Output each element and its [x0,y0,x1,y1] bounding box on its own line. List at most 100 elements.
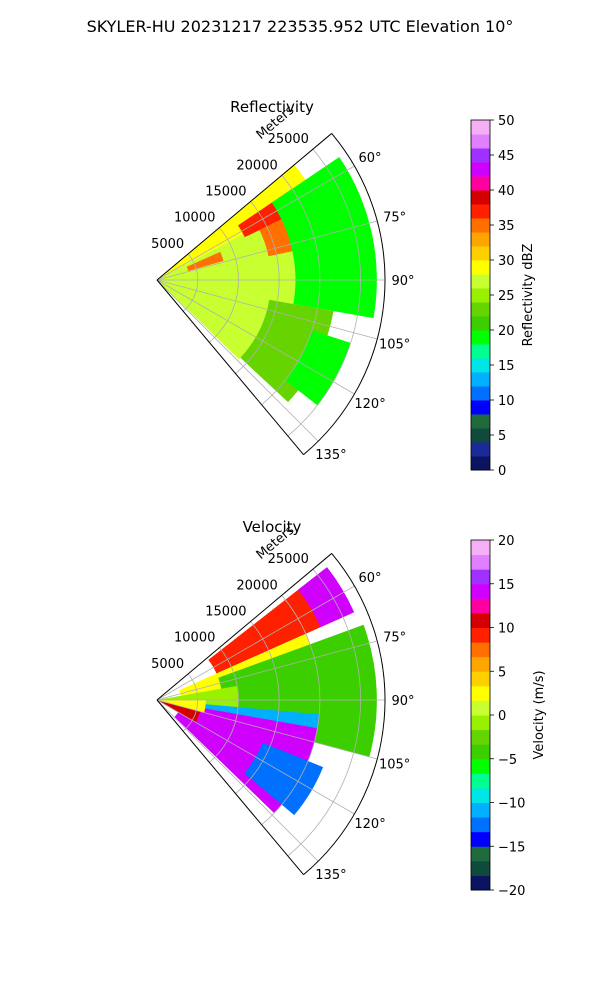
azimuth-spoke [156,220,378,281]
reflectivity-panel: Reflectivity500010000150002000025000Mete… [151,98,536,479]
axis-edge [156,699,304,875]
colorbar-swatch [471,204,490,219]
colorbar-swatch [471,860,490,876]
colorbar-tick-label: 45 [498,149,515,164]
panel-title: Reflectivity [230,98,314,116]
colorbar-tick-label: 10 [498,394,515,409]
colorbar-swatch [471,274,490,289]
range-ring [235,621,280,794]
colorbar-swatch [471,715,490,731]
colorbar-swatch [471,758,490,774]
data-region [157,164,316,280]
data-region [186,251,224,272]
colorbar-swatch [471,685,490,701]
azimuth-tick-label: 90° [391,694,414,709]
colorbar-swatch [471,642,490,658]
colorbar-swatch [471,656,490,672]
azimuth-tick-label: 90° [391,274,414,289]
colorbar-swatch [471,288,490,303]
colorbar-tick-label: 15 [498,578,515,593]
range-tick-label: 10000 [174,211,215,226]
data-region [271,157,377,319]
data-region [157,280,270,360]
colorbar-swatch [471,875,490,891]
colorbar-swatch [471,246,490,261]
colorbar-swatch [471,218,490,233]
data-region [244,742,324,816]
colorbar-swatch [471,787,490,803]
range-tick-label: 20000 [236,578,277,593]
range-tick-label: 20000 [236,158,277,173]
azimuth-tick-label: 75° [383,210,406,225]
azimuth-spoke [156,279,319,442]
colorbar-swatch [471,134,490,149]
colorbar-swatch [471,671,490,687]
colorbar-tick-label: 0 [498,709,506,724]
azimuth-tick-label: 135° [315,868,346,883]
colorbar-swatch [471,744,490,760]
colorbar-swatch [471,344,490,359]
axis-edge [156,279,304,455]
azimuth-spoke [156,279,378,340]
colorbar-swatch [471,372,490,387]
colorbar-tick-label: 15 [498,359,515,374]
data-region [285,330,351,406]
data-region [240,299,334,403]
colorbar-swatch [471,414,490,429]
colorbar-tick-label: 50 [498,114,515,129]
colorbar-swatch [471,120,490,135]
colorbar-swatch [471,569,490,585]
colorbar-tick-label: −15 [498,840,525,855]
colorbar-swatch [471,598,490,614]
colorbar-tick-label: 20 [498,534,515,549]
colorbar-swatch [471,846,490,862]
colorbar-swatch [471,554,490,570]
range-tick-label: 25000 [268,132,309,147]
colorbar-swatch [471,190,490,205]
azimuth-spoke [156,279,355,395]
data-region [298,567,355,628]
range-tick-label: 15000 [205,604,246,619]
figure-suptitle: SKYLER-HU 20231217 223535.952 UTC Elevat… [87,17,514,36]
colorbar-tick-label: 35 [498,219,515,234]
azimuth-tick-label: 60° [359,151,382,166]
data-region [157,700,201,723]
panel-title: Velocity [243,518,302,536]
azimuth-tick-label: 120° [354,397,385,412]
azimuth-spoke [156,165,355,281]
colorbar-swatch [471,330,490,345]
colorbar-swatch [471,162,490,177]
colorbar-swatch [471,358,490,373]
colorbar-swatch [471,400,490,415]
azimuth-tick-label: 60° [359,571,382,586]
colorbar-tick-label: 30 [498,254,515,269]
colorbar-tick-label: 0 [498,464,506,479]
azimuth-tick-label: 135° [315,448,346,463]
colorbar-swatch [471,817,490,833]
colorbar-swatch [471,700,490,716]
colorbar-swatch [471,802,490,818]
colorbar-swatch [471,176,490,191]
range-tick-label: 5000 [151,237,184,252]
colorbar-tick-label: 20 [498,324,515,339]
range-ring [287,148,361,437]
azimuth-spoke [156,640,378,701]
range-ring [209,647,239,763]
azimuth-spoke [156,585,355,701]
azimuth-tick-label: 105° [379,758,410,773]
colorbar-swatch [471,612,490,628]
range-tick-label: 25000 [268,552,309,567]
colorbar-tick-label: 25 [498,289,515,304]
data-region [157,215,296,305]
range-ring [209,227,239,343]
azimuth-spoke [156,699,378,760]
colorbar-swatch [471,428,490,443]
colorbar-swatch [471,540,490,556]
colorbar-swatch [471,773,490,789]
colorbar-tick-label: −10 [498,797,525,812]
azimuth-tick-label: 120° [354,817,385,832]
range-ring [261,595,321,826]
azimuth-tick-label: 75° [383,630,406,645]
colorbar-swatch [471,260,490,275]
